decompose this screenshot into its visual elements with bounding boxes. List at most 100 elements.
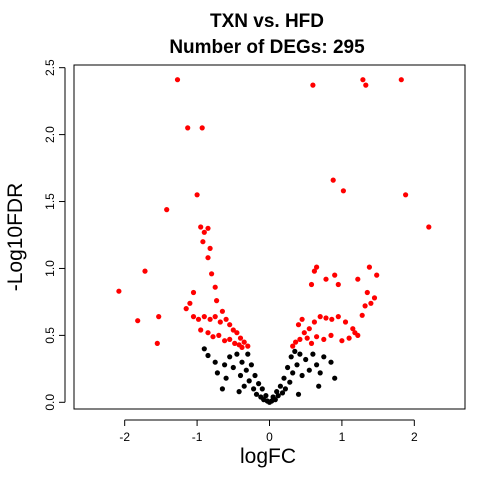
nonsignificant-point: [248, 362, 254, 368]
significant-point: [295, 322, 302, 328]
significant-point: [323, 276, 329, 282]
significant-point: [317, 314, 323, 320]
significant-point: [346, 335, 352, 341]
nonsignificant-point: [253, 391, 260, 397]
significant-point: [232, 340, 238, 346]
significant-point: [245, 343, 251, 349]
significant-point: [332, 272, 338, 278]
y-tick-label: 0.5: [43, 327, 57, 344]
significant-point: [339, 338, 345, 344]
significant-point: [195, 316, 202, 322]
significant-point: [210, 334, 216, 340]
significant-point: [308, 340, 315, 346]
significant-point: [201, 229, 207, 235]
significant-point: [164, 207, 170, 213]
nonsignificant-point: [252, 372, 258, 379]
x-tick-label: -2: [119, 430, 130, 444]
nonsignificant-point: [219, 386, 225, 392]
significant-point: [194, 192, 200, 198]
significant-point: [200, 239, 206, 245]
significant-point: [190, 314, 197, 320]
significant-point: [223, 316, 229, 322]
significant-point: [217, 319, 223, 325]
significant-point: [364, 289, 370, 296]
significant-point: [230, 327, 236, 333]
nonsignificant-point: [290, 370, 296, 376]
significant-point: [310, 82, 316, 88]
x-tick-label: 0: [266, 430, 273, 444]
nonsignificant-point: [272, 397, 278, 403]
nonsignificant-point: [246, 378, 252, 384]
nonsignificant-point: [294, 362, 300, 368]
nonsignificant-point: [222, 362, 228, 368]
significant-point: [297, 336, 303, 342]
significant-point: [374, 272, 380, 278]
plot-frame: [73, 64, 466, 410]
significant-point: [216, 332, 222, 338]
nonsignificant-point: [288, 354, 294, 360]
nonsignificant-point: [317, 370, 323, 376]
nonsignificant-point: [263, 393, 269, 399]
significant-point: [205, 330, 211, 336]
significant-point: [360, 77, 366, 83]
nonsignificant-point: [236, 389, 242, 395]
significant-point: [205, 225, 211, 231]
significant-point: [362, 303, 368, 309]
nonsignificant-point: [256, 381, 262, 387]
nonsignificant-point: [321, 354, 327, 360]
significant-point: [290, 343, 296, 349]
significant-point: [308, 281, 315, 288]
x-axis: -2 -1 0 1 2: [119, 419, 418, 444]
nonsignificant-point: [299, 372, 305, 379]
significant-point: [352, 330, 358, 336]
nonsignificant-point: [295, 391, 302, 397]
significant-point: [306, 326, 312, 332]
nonsignificant-point: [212, 359, 218, 365]
nonsignificant-point: [306, 367, 312, 373]
significant-point: [335, 281, 341, 288]
y-tick-label: 2.0: [43, 126, 57, 143]
significant-point: [301, 330, 307, 336]
nonsignificant-point: [275, 393, 281, 399]
nonsignificant-point: [297, 351, 303, 357]
significant-point: [368, 300, 374, 306]
significant-point: [205, 255, 211, 261]
x-tick-label: 2: [411, 430, 418, 444]
significant-point: [241, 339, 247, 345]
significant-point: [116, 288, 122, 294]
significant-point: [350, 326, 356, 332]
significant-point: [314, 264, 320, 270]
significant-point: [183, 306, 189, 312]
significant-point: [293, 339, 299, 345]
x-axis-label: logFC: [240, 445, 296, 468]
significant-point: [212, 314, 218, 320]
significant-point: [212, 284, 218, 290]
y-axis-label: -Log10FDR: [4, 183, 27, 292]
chart-title-line2: Number of DEGs: 295: [169, 37, 365, 58]
x-tick-label: -1: [192, 430, 203, 444]
nonsignificant-point: [234, 351, 240, 357]
nonsignificant-point: [332, 375, 338, 381]
significant-point: [234, 330, 240, 336]
nonsignificant-point: [287, 379, 293, 385]
x-tick-label: 1: [339, 430, 346, 444]
significant-point: [209, 271, 215, 277]
significant-point: [156, 314, 162, 320]
significant-point: [227, 336, 233, 342]
nonsignificant-point: [316, 383, 322, 389]
nonsignificant-point: [285, 364, 291, 371]
significant-point: [311, 319, 317, 325]
significant-point: [207, 316, 213, 322]
y-tick-label: 1.5: [43, 193, 57, 210]
significant-point: [335, 314, 341, 320]
nonsignificant-point: [223, 375, 229, 381]
significant-point: [187, 300, 193, 306]
significant-point: [135, 318, 141, 324]
significant-point: [403, 192, 409, 198]
significant-point: [359, 312, 365, 318]
significant-point: [314, 334, 320, 340]
nonsignificant-point: [328, 359, 334, 365]
y-tick-label: 1.0: [43, 260, 57, 277]
significant-point: [199, 125, 205, 131]
